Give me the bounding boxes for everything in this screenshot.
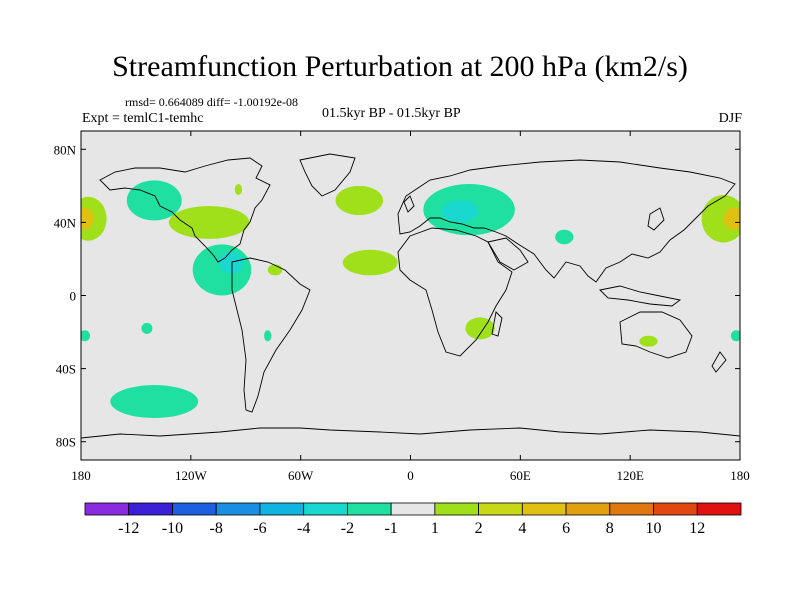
anomaly-nw-pacific-east-core xyxy=(723,207,740,230)
colorbar-label: -8 xyxy=(210,520,223,537)
colorbar-label: 2 xyxy=(475,520,483,537)
coastline-madagascar xyxy=(491,311,503,337)
axis-ticks: 180 120W 60W 0 60E 120E 180 80N 40N 0 40S 80S xyxy=(54,131,750,483)
lon-tick-label: 60W xyxy=(288,468,314,483)
anomaly-arabia-negative xyxy=(555,229,574,245)
coastline-antarctica xyxy=(81,427,740,439)
stats-label: rmsd= 0.664089 diff= -1.00192e-08 xyxy=(125,95,298,109)
lat-tick-label: 80S xyxy=(56,435,76,450)
colorbar-box xyxy=(521,502,567,516)
coastline-indonesia xyxy=(599,285,682,307)
anomaly-alaska-positive xyxy=(234,184,243,195)
colorbar-label: 4 xyxy=(518,520,526,537)
lat-tick-label: 80N xyxy=(54,142,77,157)
colorbar-label: -4 xyxy=(297,520,310,537)
colorbar-box xyxy=(696,502,742,516)
colorbar: -12 -10 -8 -6 -4 -2 -1 1 2 4 6 8 10 12 xyxy=(84,502,742,537)
colorbar-box xyxy=(434,502,480,516)
colorbar-label: 12 xyxy=(689,520,705,537)
colorbar-label: -6 xyxy=(253,520,266,537)
anomaly-ne-pacific-negative xyxy=(126,180,182,221)
lon-tick-label: 180 xyxy=(71,468,91,483)
anomaly-nw-pacific-core xyxy=(81,207,94,230)
lon-tick-label: 120W xyxy=(175,468,208,483)
anomaly-south-pacific-negative xyxy=(110,385,199,418)
coastline-layer xyxy=(81,153,740,439)
colorbar-label: 10 xyxy=(646,520,662,537)
coastline-africa xyxy=(397,227,513,357)
lon-tick-label: 0 xyxy=(407,468,414,483)
coastline-uk xyxy=(403,195,415,213)
coastline-australia xyxy=(619,311,693,359)
colorbar-box xyxy=(259,502,305,516)
lat-tick-label: 40N xyxy=(54,215,77,230)
colorbar-label: 8 xyxy=(606,520,614,537)
anomaly-west-africa-positive xyxy=(342,249,398,276)
coastline-japan xyxy=(647,207,665,231)
colorbar-box xyxy=(172,502,217,516)
coastline-north-america xyxy=(99,157,271,263)
colorbar-box xyxy=(215,502,261,516)
lon-tick-label: 60E xyxy=(510,468,531,483)
colorbar-label: -2 xyxy=(341,520,354,537)
coastline-eurasia xyxy=(397,159,736,283)
lat-tick-label: 0 xyxy=(70,289,77,304)
anomaly-southern-africa-positive xyxy=(465,317,495,340)
anomaly-nw-pacific-east-positive xyxy=(701,194,740,243)
season-label: DJF xyxy=(718,111,742,126)
coastline-greenland xyxy=(299,153,356,197)
anomaly-australia-positive xyxy=(639,335,658,347)
anomaly-caribbean-positive xyxy=(267,264,283,276)
colorbar-box xyxy=(128,502,173,516)
lat-tick-label: 40S xyxy=(56,362,76,377)
colorbar-label: -10 xyxy=(162,520,183,537)
colorbar-label: 6 xyxy=(562,520,570,537)
lon-tick-label: 120E xyxy=(616,468,644,483)
anomaly-south-pacific-east-edge xyxy=(730,330,740,342)
coastline-arabia xyxy=(487,237,529,271)
colorbar-box xyxy=(478,502,523,516)
anomaly-north-america-positive xyxy=(168,205,250,239)
colorbar-label: -12 xyxy=(118,520,139,537)
colorbar-box xyxy=(346,502,392,516)
colorbar-label: 1 xyxy=(431,520,439,537)
coastline-new-zealand xyxy=(711,351,727,373)
anomaly-north-atlantic-positive xyxy=(335,185,384,216)
plot-title: Streamfunction Perturbation at 200 hPa (… xyxy=(112,50,688,83)
colorbar-box xyxy=(84,502,130,516)
experiment-label: Expt = temlC1-temhc xyxy=(82,111,204,126)
anomaly-south-pacific-small xyxy=(141,322,153,334)
colorbar-box xyxy=(653,502,698,516)
anomaly-south-pacific-west-edge xyxy=(81,330,91,342)
anomaly-mexico-core xyxy=(218,251,244,274)
coastline-south-america xyxy=(231,257,311,413)
colorbar-box xyxy=(390,502,436,516)
anomaly-europe-core xyxy=(441,200,479,223)
period-label: 01.5kyr BP - 01.5kyr BP xyxy=(322,106,461,121)
colorbar-box xyxy=(609,502,654,516)
anomaly-chile-negative xyxy=(264,330,272,342)
colorbar-label: -1 xyxy=(384,520,397,537)
colorbar-box xyxy=(565,502,611,516)
lon-tick-label: 180 xyxy=(730,468,750,483)
colorbar-box xyxy=(303,502,348,516)
